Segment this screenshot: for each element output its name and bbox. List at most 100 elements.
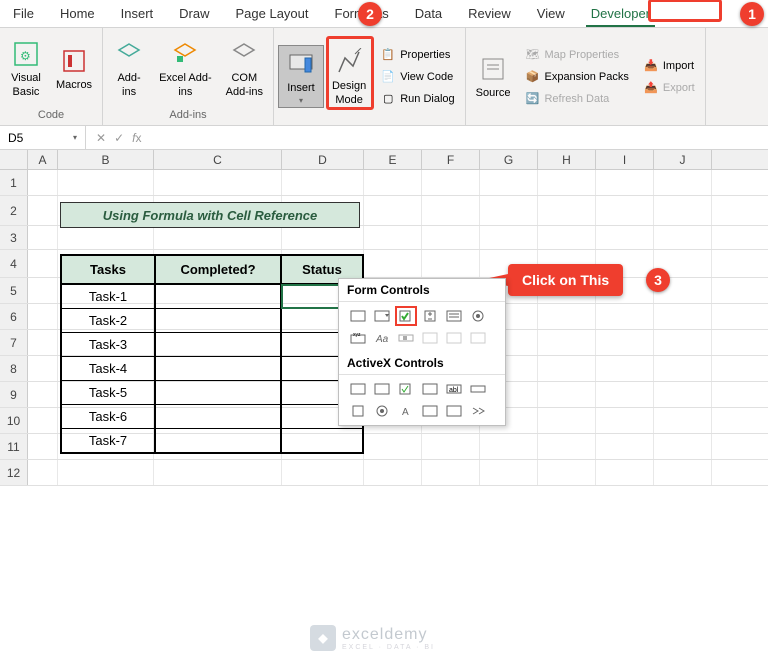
tab-insert[interactable]: Insert xyxy=(108,1,167,27)
cell[interactable] xyxy=(58,460,154,485)
cell[interactable] xyxy=(422,196,480,225)
cell[interactable] xyxy=(654,330,712,355)
cell[interactable] xyxy=(28,330,58,355)
table-row[interactable]: Task-6 xyxy=(62,405,362,429)
table-row[interactable]: Task-2 xyxy=(62,309,362,333)
refresh-button[interactable]: 🔄Refresh Data xyxy=(518,89,634,109)
cell[interactable] xyxy=(654,408,712,433)
ax-scrollbar-icon[interactable] xyxy=(467,379,489,399)
cell[interactable] xyxy=(538,170,596,195)
ax-button-icon[interactable] xyxy=(347,379,369,399)
cell[interactable] xyxy=(480,226,538,249)
row-header[interactable]: 1 xyxy=(0,170,28,195)
col-header-A[interactable]: A xyxy=(28,150,58,169)
cell[interactable] xyxy=(282,460,364,485)
cell[interactable] xyxy=(538,226,596,249)
ax-option-icon[interactable] xyxy=(371,401,393,421)
cell[interactable] xyxy=(596,382,654,407)
cell[interactable] xyxy=(28,434,58,459)
cell[interactable] xyxy=(596,356,654,381)
cell[interactable] xyxy=(538,330,596,355)
cell[interactable] xyxy=(596,330,654,355)
row-header[interactable]: 9 xyxy=(0,382,28,407)
listbox-control-icon[interactable] xyxy=(443,306,465,326)
cell[interactable] xyxy=(422,250,480,277)
cell[interactable] xyxy=(58,226,154,249)
cell[interactable] xyxy=(364,460,422,485)
excel-addins-button[interactable]: Excel Add- ins xyxy=(153,36,218,100)
ax-more-icon[interactable] xyxy=(467,401,489,421)
cell[interactable] xyxy=(596,408,654,433)
enter-icon[interactable]: ✓ xyxy=(114,131,124,145)
run-dialog-button[interactable]: ▢Run Dialog xyxy=(374,89,460,109)
tab-developer[interactable]: Developer xyxy=(578,1,663,27)
button-control-icon[interactable] xyxy=(347,306,369,326)
cell[interactable] xyxy=(480,196,538,225)
row-header[interactable]: 10 xyxy=(0,408,28,433)
row-header[interactable]: 5 xyxy=(0,278,28,303)
visual-basic-button[interactable]: ⚙ Visual Basic xyxy=(4,36,48,100)
table-row[interactable]: Task-1 xyxy=(62,285,362,309)
col-header-E[interactable]: E xyxy=(364,150,422,169)
ax-label-icon[interactable]: A xyxy=(395,401,417,421)
cell[interactable] xyxy=(28,250,58,277)
cell[interactable] xyxy=(282,170,364,195)
cell[interactable] xyxy=(422,460,480,485)
ax-combo-icon[interactable] xyxy=(371,379,393,399)
tab-data[interactable]: Data xyxy=(402,1,455,27)
tab-home[interactable]: Home xyxy=(47,1,108,27)
cell[interactable] xyxy=(538,196,596,225)
cell[interactable] xyxy=(538,382,596,407)
cell[interactable] xyxy=(28,356,58,381)
row-header[interactable]: 11 xyxy=(0,434,28,459)
cell[interactable] xyxy=(596,170,654,195)
groupbox-control-icon[interactable]: xyz xyxy=(347,328,369,348)
ax-image-icon[interactable] xyxy=(419,401,441,421)
cell[interactable] xyxy=(28,304,58,329)
export-button[interactable]: 📤Export xyxy=(637,78,701,98)
row-header[interactable]: 6 xyxy=(0,304,28,329)
row-header[interactable]: 8 xyxy=(0,356,28,381)
cell[interactable] xyxy=(654,434,712,459)
cell[interactable] xyxy=(596,226,654,249)
table-row[interactable]: Task-5 xyxy=(62,381,362,405)
source-button[interactable]: Source xyxy=(470,51,517,102)
cell[interactable] xyxy=(28,460,58,485)
cell[interactable] xyxy=(654,196,712,225)
import-button[interactable]: 📥Import xyxy=(637,56,701,76)
tab-review[interactable]: Review xyxy=(455,1,524,27)
row-header[interactable]: 2 xyxy=(0,196,28,225)
ax-toggle-icon[interactable] xyxy=(443,401,465,421)
tab-page-layout[interactable]: Page Layout xyxy=(223,1,322,27)
cell[interactable] xyxy=(154,170,282,195)
scrollbar-control-icon[interactable] xyxy=(395,328,417,348)
row-header[interactable]: 7 xyxy=(0,330,28,355)
cell[interactable] xyxy=(480,434,538,459)
cell[interactable] xyxy=(654,170,712,195)
cell[interactable] xyxy=(58,170,154,195)
expansion-button[interactable]: 📦Expansion Packs xyxy=(518,67,634,87)
cell[interactable] xyxy=(154,226,282,249)
cell[interactable] xyxy=(654,226,712,249)
table-row[interactable]: Task-7 xyxy=(62,429,362,452)
cell[interactable] xyxy=(28,196,58,225)
tab-draw[interactable]: Draw xyxy=(166,1,222,27)
cancel-icon[interactable]: ✕ xyxy=(96,131,106,145)
cell[interactable] xyxy=(596,460,654,485)
cell[interactable] xyxy=(364,196,422,225)
label-control-icon[interactable]: Aa xyxy=(371,328,393,348)
row-header[interactable]: 12 xyxy=(0,460,28,485)
option-control-icon[interactable] xyxy=(467,306,489,326)
combo-control-icon[interactable] xyxy=(371,306,393,326)
cell[interactable] xyxy=(28,170,58,195)
col-header-D[interactable]: D xyxy=(282,150,364,169)
cell[interactable] xyxy=(28,408,58,433)
map-props-button[interactable]: 🗺Map Properties xyxy=(518,45,634,65)
cell[interactable] xyxy=(538,434,596,459)
cell[interactable] xyxy=(422,434,480,459)
cell[interactable] xyxy=(538,356,596,381)
col-header-J[interactable]: J xyxy=(654,150,712,169)
cell[interactable] xyxy=(654,356,712,381)
cell[interactable] xyxy=(596,304,654,329)
cell[interactable] xyxy=(28,382,58,407)
